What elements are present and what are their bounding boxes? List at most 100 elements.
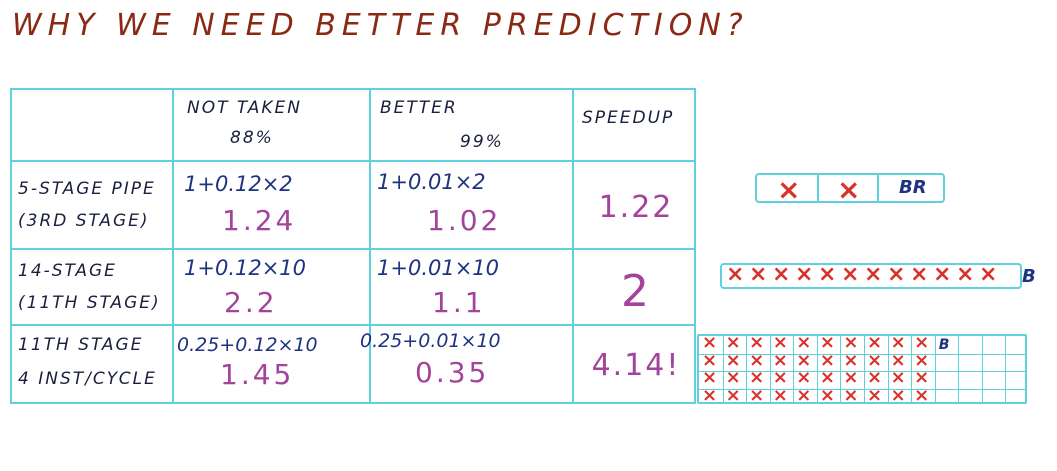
x-mark-icon: × <box>702 332 718 353</box>
speedup-value: 1.22 <box>598 190 674 225</box>
x-mark-icon: × <box>702 384 718 406</box>
not-taken-formula: 0.25+0.12×10 <box>177 334 318 356</box>
header-not-taken-pct: 88% <box>230 128 274 148</box>
x-mark-icon: × <box>956 262 975 287</box>
pipeline-divider <box>877 175 879 201</box>
pipeline-5-stage: × × BR <box>755 173 945 206</box>
x-mark-icon: × <box>867 332 883 353</box>
x-mark-icon: × <box>772 367 788 388</box>
x-mark-icon: × <box>843 349 859 371</box>
x-mark-icon: × <box>725 332 741 353</box>
not-taken-formula: 1+0.12×10 <box>184 256 307 280</box>
not-taken-result: 2.2 <box>224 286 278 319</box>
x-mark-icon: × <box>914 384 930 406</box>
x-mark-icon: × <box>818 262 837 287</box>
x-mark-icon: × <box>725 367 741 388</box>
x-mark-icon: × <box>749 384 765 406</box>
x-mark-icon: × <box>819 332 835 353</box>
better-formula: 0.25+0.01×10 <box>360 330 501 352</box>
row-label: 14-STAGE <box>18 261 117 281</box>
branch-label: B <box>1022 266 1036 287</box>
x-mark-icon: × <box>726 262 745 287</box>
x-mark-icon: × <box>890 367 906 388</box>
x-mark-icon: × <box>867 384 883 406</box>
x-mark-icon: × <box>796 332 812 353</box>
grid-line <box>934 336 936 402</box>
speedup-value: 4.14! <box>591 348 681 383</box>
grid-line <box>699 371 1025 372</box>
x-mark-icon: × <box>890 384 906 406</box>
row-label: 11TH STAGE <box>18 335 144 355</box>
branch-label: B <box>938 337 950 353</box>
grid-line <box>864 336 865 402</box>
x-mark-icon: × <box>796 367 812 388</box>
grid-line <box>722 336 724 402</box>
table-divider <box>369 90 371 402</box>
x-mark-icon: × <box>819 384 835 406</box>
grid-line <box>699 388 1025 390</box>
x-mark-icon: × <box>841 262 860 287</box>
grid-line <box>769 336 771 402</box>
x-mark-icon: × <box>914 367 930 388</box>
speedup-value: 2 <box>621 266 651 317</box>
better-result: 1.1 <box>432 286 486 319</box>
x-mark-icon: × <box>772 332 788 353</box>
grid-line <box>746 336 748 402</box>
grid-line <box>887 336 889 402</box>
x-mark-icon: × <box>910 262 929 287</box>
table-divider <box>572 90 574 402</box>
grid-line <box>816 336 818 402</box>
not-taken-result: 1.45 <box>220 358 295 391</box>
grid-line <box>958 336 960 402</box>
x-mark-icon: × <box>864 262 883 287</box>
grid-line <box>911 336 913 402</box>
x-mark-icon: × <box>843 384 859 406</box>
pipeline-wide-grid: × × × × × × × × × × × × × × × × × × × × × × × × × × × × × × × × × × × × × × × ×… <box>697 332 1027 406</box>
x-mark-icon: × <box>702 349 718 371</box>
header-better: BETTER <box>380 98 458 118</box>
better-result: 0.35 <box>415 356 490 389</box>
header-speedup: SPEEDUP <box>582 108 675 128</box>
x-mark-icon: × <box>979 262 998 287</box>
x-mark-icon: × <box>914 332 930 353</box>
x-mark-icon: × <box>772 384 788 406</box>
x-mark-icon: × <box>777 173 801 206</box>
x-mark-icon: × <box>867 367 883 388</box>
x-mark-icon: × <box>796 384 812 406</box>
table-divider <box>12 324 694 326</box>
x-mark-icon: × <box>843 367 859 388</box>
not-taken-result: 1.24 <box>222 204 297 237</box>
x-mark-icon: × <box>772 262 791 287</box>
grid-line <box>981 336 983 402</box>
x-mark-icon: × <box>725 384 741 406</box>
grid-line <box>840 336 842 402</box>
x-mark-icon: × <box>772 349 788 371</box>
x-mark-icon: × <box>837 173 861 206</box>
x-mark-icon: × <box>749 332 765 353</box>
x-mark-icon: × <box>867 349 883 371</box>
table-divider <box>12 248 694 250</box>
grid-line <box>1005 336 1007 402</box>
x-mark-icon: × <box>843 332 859 353</box>
x-mark-icon: × <box>819 349 835 371</box>
pipeline-divider <box>817 175 819 201</box>
comparison-table: NOT TAKEN 88% BETTER 99% SPEEDUP 5-STAGE… <box>10 88 696 404</box>
x-mark-icon: × <box>749 349 765 371</box>
x-mark-icon: × <box>702 367 718 388</box>
x-mark-icon: × <box>890 349 906 371</box>
x-mark-icon: × <box>749 367 765 388</box>
pipeline-14-stage: × × × × × × × × × × × × <box>720 262 1022 289</box>
x-mark-icon: × <box>749 262 768 287</box>
x-mark-icon: × <box>795 262 814 287</box>
branch-label: BR <box>899 177 927 198</box>
better-formula: 1+0.01×2 <box>377 170 486 194</box>
grid-line <box>699 353 1025 355</box>
table-divider <box>12 160 694 162</box>
x-mark-icon: × <box>725 349 741 371</box>
table-divider <box>172 90 174 402</box>
x-mark-icon: × <box>796 349 812 371</box>
x-mark-icon: × <box>819 367 835 388</box>
better-formula: 1+0.01×10 <box>377 256 500 280</box>
grid-line <box>793 336 795 402</box>
row-label: 4 INST/CYCLE <box>18 369 157 389</box>
